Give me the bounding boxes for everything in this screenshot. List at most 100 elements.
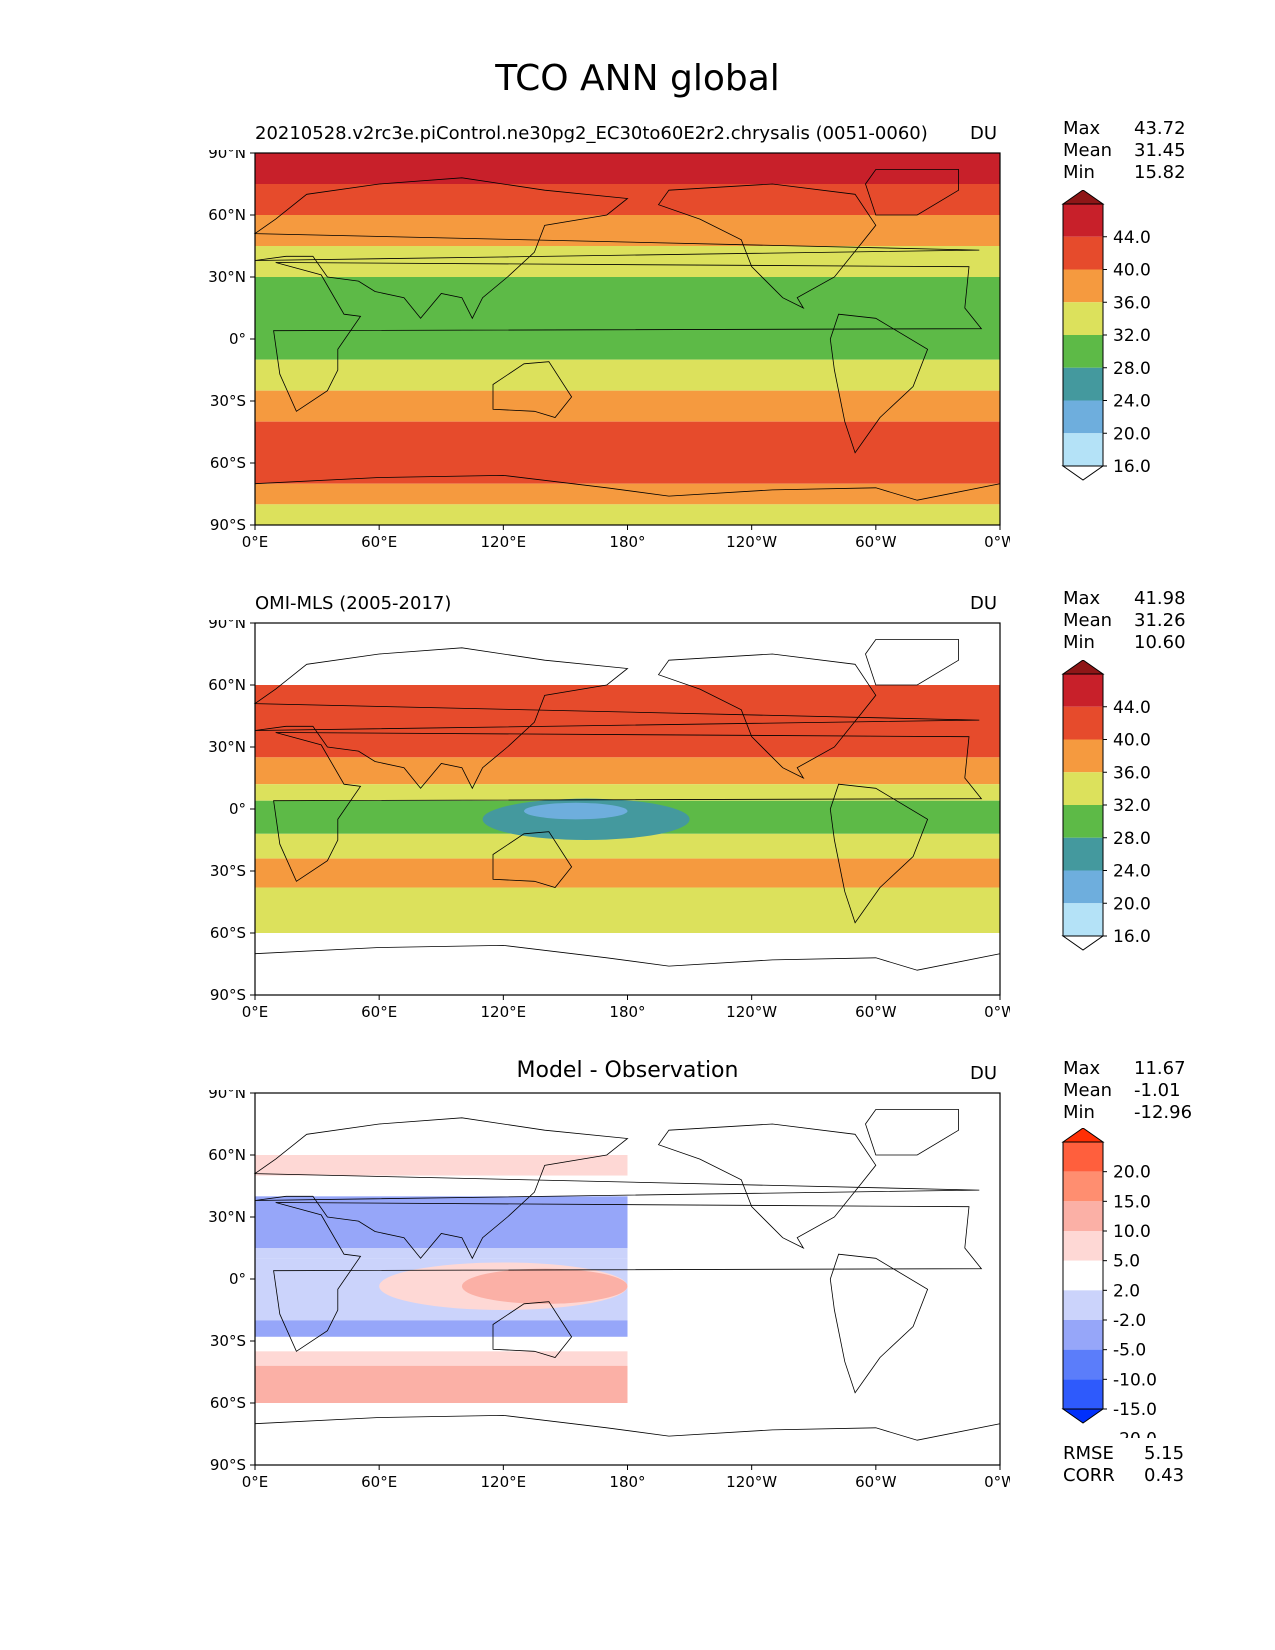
colorbar-segment — [1063, 706, 1103, 740]
lat-tick-label: 30°S — [210, 1332, 246, 1350]
panel-3-map: 90°N 60°N 30°N 0° 30°S 60°S 90°S0°E 60°E 120°E 18… — [208, 1090, 1010, 1490]
lon-tick-label: 120°E — [481, 1003, 527, 1020]
colorbar-label: 20.0 — [1113, 1163, 1151, 1183]
coastline-2 — [492, 361, 573, 418]
coastline-4 — [829, 1253, 929, 1394]
zonal-band-2 — [255, 1196, 628, 1248]
lon-tick-label: 60°E — [361, 533, 397, 550]
colorbar-label: 24.0 — [1113, 392, 1151, 412]
zonal-band-2 — [255, 784, 1000, 801]
colorbar-extend-top — [1061, 1128, 1105, 1143]
lat-tick-label: 30°N — [208, 1208, 246, 1226]
lat-tick-label: 90°N — [208, 620, 246, 632]
map-frame — [254, 152, 1001, 526]
colorbar-label: -20.0 — [1113, 1430, 1157, 1438]
lat-tick-label: 60°N — [208, 676, 246, 694]
lat-tick-label: 30°S — [210, 862, 246, 880]
panel-3-stat-value-mean: -1.01 — [1134, 1080, 1181, 1101]
data-field — [255, 1093, 1000, 1465]
field-feature-1 — [461, 1268, 628, 1304]
panel-2-stat-label-max: Max — [1063, 588, 1101, 609]
zonal-band-3 — [255, 1248, 628, 1259]
zonal-band-6 — [255, 887, 1000, 933]
colorbar-segment — [1063, 433, 1103, 466]
colorbar-segment — [1063, 903, 1103, 936]
colorbar-label: 36.0 — [1113, 293, 1151, 313]
colorbar-label: 32.0 — [1113, 796, 1151, 816]
panel-1-map: 90°N 60°N 30°N 0° 30°S 60°S 90°S0°E 60°E 120°E 18… — [208, 150, 1010, 550]
panel-2-left-title: OMI-MLS (2005-2017) — [255, 593, 452, 614]
data-field — [255, 623, 1000, 995]
zonal-band-5 — [255, 1320, 628, 1337]
map-frame — [254, 1092, 1001, 1466]
map-frame — [254, 622, 1001, 996]
colorbar-segment — [1063, 739, 1103, 773]
zonal-band-3 — [255, 246, 1000, 277]
colorbar-segment — [1063, 1142, 1103, 1172]
lat-tick-label: 30°N — [208, 268, 246, 286]
lon-tick-label: 180° — [609, 1003, 645, 1020]
zonal-band-0 — [255, 685, 1000, 758]
zonal-band-7 — [255, 1351, 628, 1366]
zonal-band-1 — [255, 1175, 628, 1197]
zonal-band-6 — [255, 1336, 628, 1352]
zonal-band-1 — [255, 184, 1000, 215]
panel-3-stat-value-max: 11.67 — [1134, 1058, 1186, 1079]
lon-tick-label: 60°W — [855, 533, 897, 550]
panel-1-stat-label-mean: Mean — [1063, 140, 1113, 161]
coastline-1 — [253, 647, 980, 790]
colorbar-segment — [1063, 805, 1103, 838]
lat-tick-label: 30°N — [208, 738, 246, 756]
coastline-1 — [253, 177, 980, 320]
lon-tick-label: 60°E — [361, 1473, 397, 1490]
coastline-group — [253, 639, 1001, 996]
lon-tick-label: 120°W — [726, 533, 777, 550]
colorbar-segment — [1063, 837, 1103, 871]
lat-tick-label: 60°S — [210, 454, 246, 472]
coastline-4 — [829, 783, 929, 924]
lat-tick-label: 90°N — [208, 150, 246, 162]
field-feature-1 — [524, 802, 628, 820]
figure-title: TCO ANN global — [495, 58, 780, 99]
colorbar-segment — [1063, 1231, 1103, 1261]
colorbar-frame — [1062, 1141, 1104, 1410]
colorbar-segment — [1063, 335, 1103, 368]
lat-tick-label: 90°N — [208, 1090, 246, 1102]
colorbar-extend-top — [1061, 660, 1105, 675]
coastline-0 — [273, 262, 983, 412]
zonal-band-8 — [255, 1365, 628, 1403]
colorbar-segment — [1063, 1349, 1103, 1380]
colorbar-segment — [1063, 1379, 1103, 1409]
coastline-5 — [865, 639, 959, 686]
panel-1-stat-value-min: 15.82 — [1134, 162, 1186, 183]
coastline-2 — [492, 1301, 573, 1358]
panel-2-stat-value-mean: 31.26 — [1134, 610, 1186, 631]
zonal-band-7 — [255, 421, 1000, 484]
coastline-3 — [657, 653, 877, 779]
colorbar-label: 10.0 — [1113, 1222, 1151, 1242]
zonal-band-0 — [255, 1155, 628, 1176]
panel-3-center-title: Model - Observation — [516, 1058, 739, 1083]
colorbar-label: 28.0 — [1113, 359, 1151, 379]
colorbar-segment — [1063, 1201, 1103, 1231]
coastline-5 — [865, 1109, 959, 1156]
colorbar-segment — [1063, 1260, 1103, 1291]
panel-3-units: DU — [970, 1063, 998, 1084]
colorbar-label: 16.0 — [1113, 457, 1151, 477]
lon-tick-label: 60°E — [361, 1003, 397, 1020]
panel-3-stat-label-max: Max — [1063, 1058, 1101, 1079]
colorbar-segment — [1063, 367, 1103, 401]
coastline-3 — [657, 183, 877, 309]
colorbar-label: 20.0 — [1113, 894, 1151, 914]
lon-tick-label: 60°W — [855, 1473, 897, 1490]
colorbar-label: -10.0 — [1113, 1370, 1157, 1390]
colorbar-label: 44.0 — [1113, 698, 1151, 718]
panel-1-stat-value-max: 43.72 — [1134, 118, 1186, 139]
colorbar-extend-top — [1061, 190, 1105, 205]
lon-tick-label: 0°W — [984, 1473, 1010, 1490]
panel-1-stat-value-mean: 31.45 — [1134, 140, 1186, 161]
zonal-band-1 — [255, 757, 1000, 785]
lat-tick-label: 60°S — [210, 1394, 246, 1412]
colorbar-segment — [1063, 302, 1103, 335]
zonal-band-0 — [255, 153, 1000, 184]
